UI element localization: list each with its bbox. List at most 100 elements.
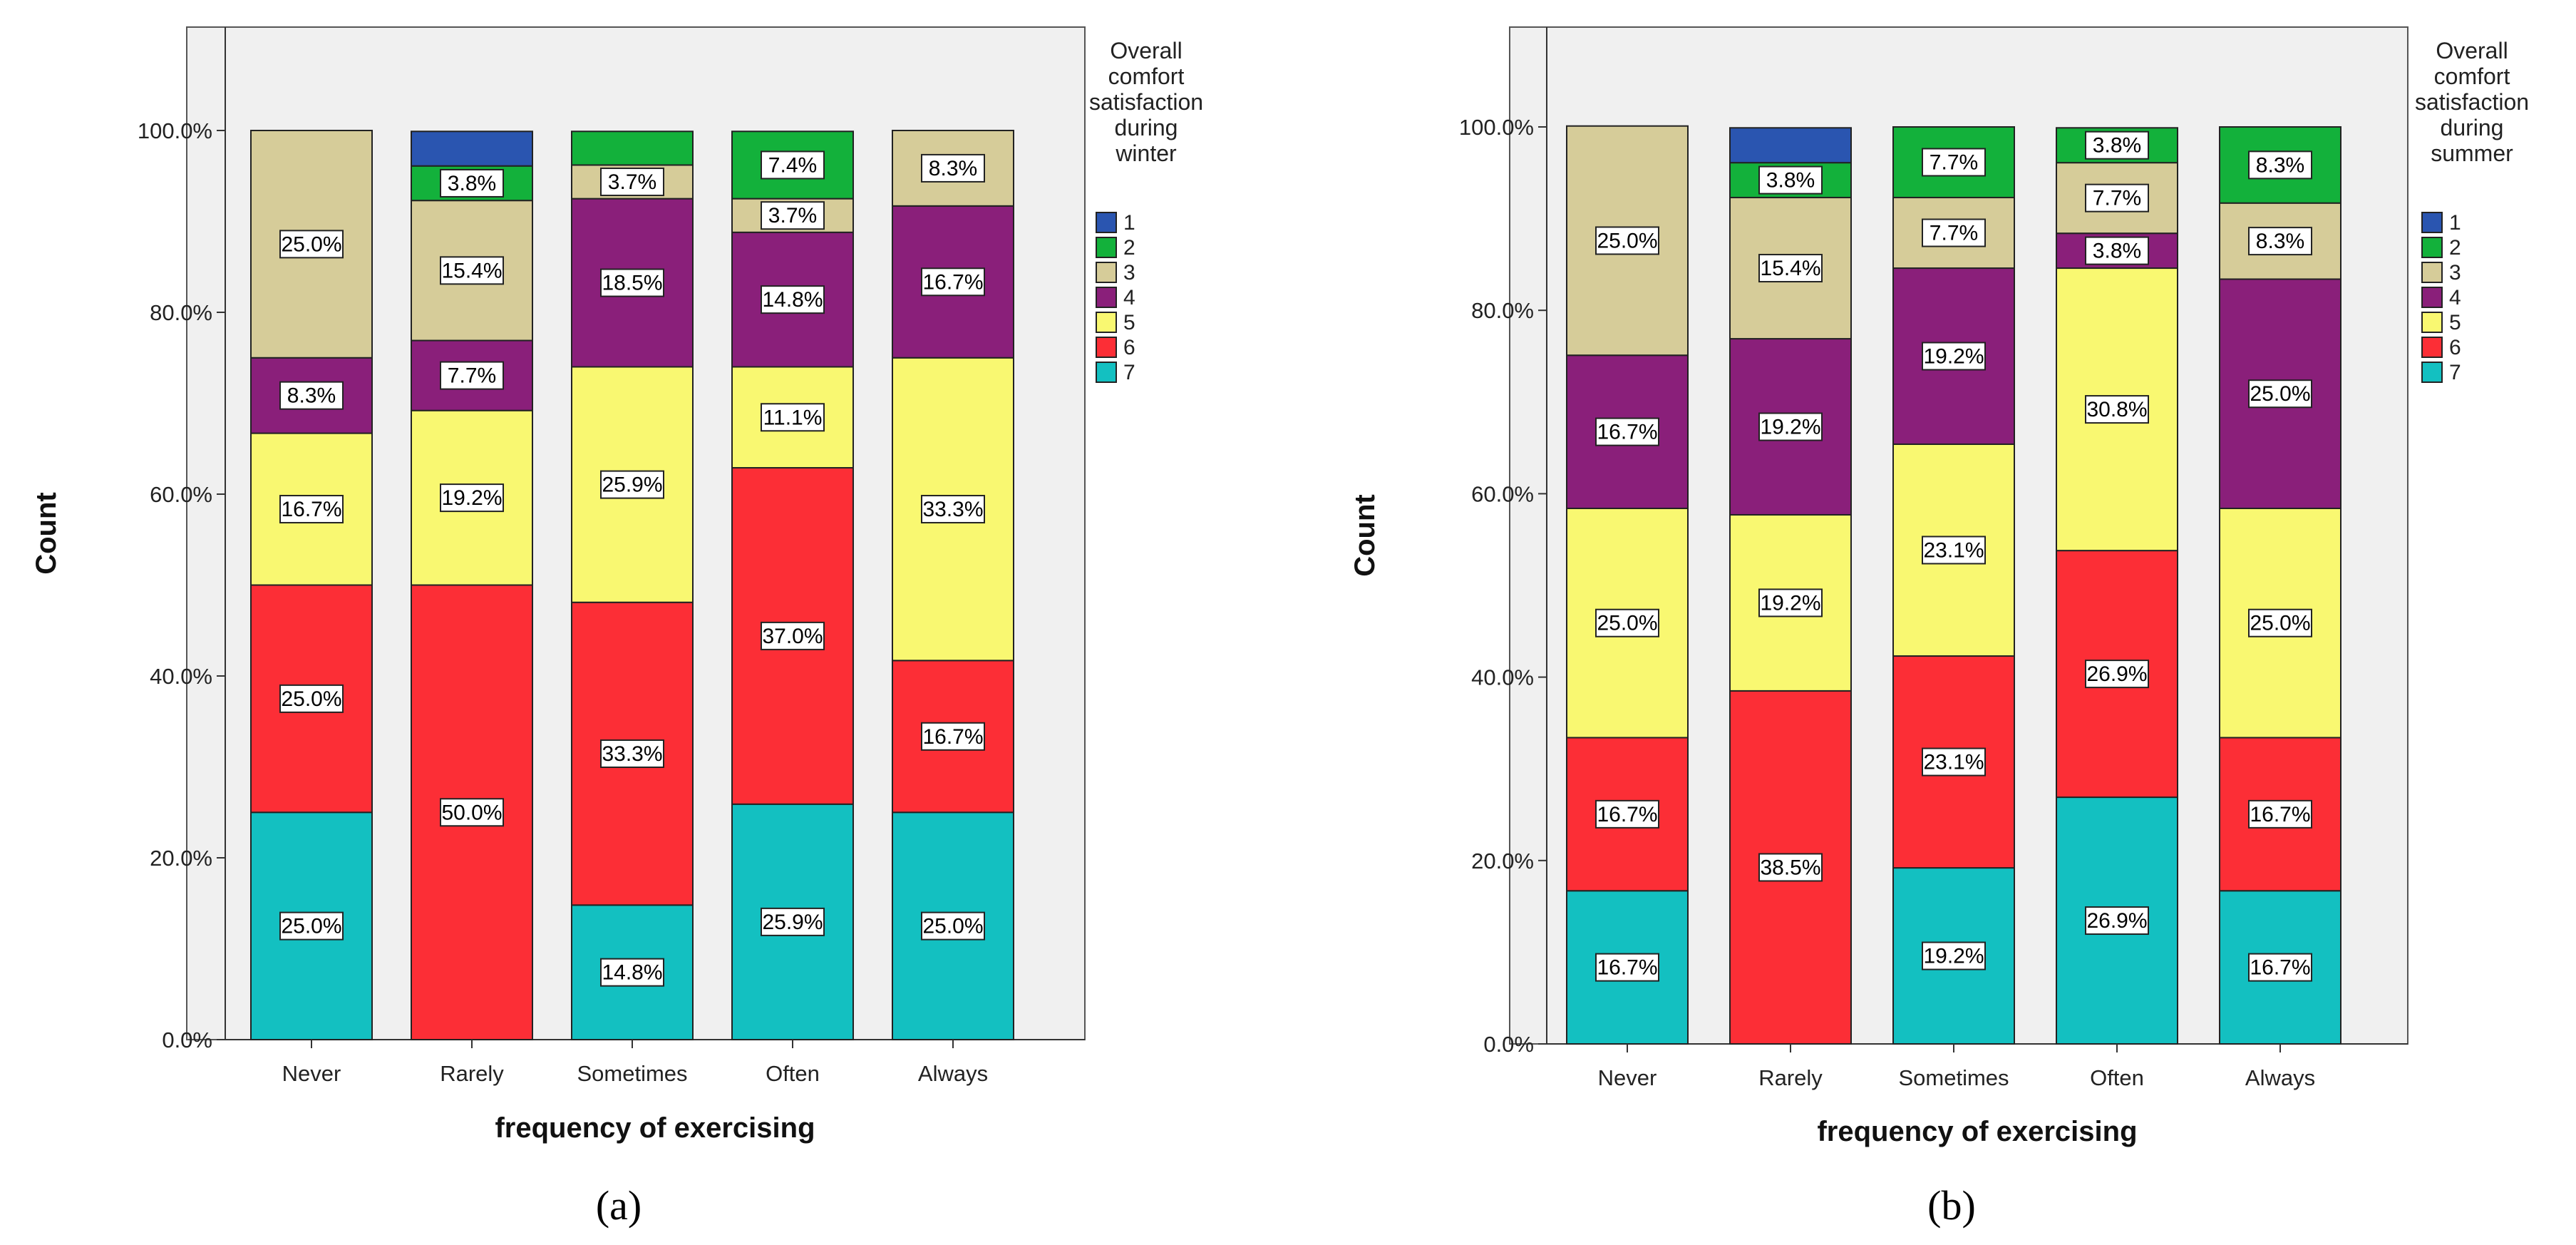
y-tick-label-a: 0.0% <box>162 1028 212 1052</box>
legend-swatch-b-1 <box>2421 212 2443 233</box>
data-label-a-sometimes-7: 14.8% <box>602 961 662 985</box>
y-axis-title-b: Count <box>1349 494 1381 577</box>
x-tick-label-a-often: Often <box>766 1061 820 1086</box>
data-label-a-often-4: 14.8% <box>762 288 823 312</box>
legend-title-b: summer <box>2431 140 2513 166</box>
data-label-a-never-5: 16.7% <box>281 498 341 521</box>
legend-title-a: satisfaction <box>1089 89 1203 115</box>
legend-label-b-1: 1 <box>2449 211 2461 235</box>
data-label-box-b <box>1758 254 1823 283</box>
data-label-b-always-7: 16.7% <box>2250 956 2310 980</box>
data-label-a-often-6: 37.0% <box>762 625 823 648</box>
bar-segment-a-often-6 <box>731 467 854 805</box>
x-tick-label-a-always: Always <box>918 1061 988 1086</box>
data-label-b-always-2: 8.3% <box>2256 153 2304 177</box>
legend-swatch-a-7 <box>1096 362 1117 383</box>
data-label-b-sometimes-6: 23.1% <box>1923 751 1984 774</box>
data-label-box-a <box>440 256 504 285</box>
data-label-box-b <box>1758 588 1823 618</box>
legend-label-b-2: 2 <box>2449 236 2461 260</box>
data-label-box-a <box>279 911 344 941</box>
data-label-box-a <box>279 230 344 259</box>
data-label-box-a <box>761 403 825 432</box>
data-label-box-a <box>600 168 664 197</box>
data-label-box-b <box>2085 183 2149 212</box>
legend-label-a-4: 4 <box>1123 286 1135 309</box>
x-tick-label-b-sometimes: Sometimes <box>1898 1065 2009 1090</box>
panel-caption-b: (b) <box>1927 1182 1976 1229</box>
data-label-box-b <box>1922 747 1986 777</box>
data-label-b-sometimes-2: 7.7% <box>1930 151 1978 175</box>
legend-swatch-a-4 <box>1096 287 1117 308</box>
data-label-box-a <box>600 739 664 769</box>
data-label-box-b <box>1758 412 1823 441</box>
y-tick-label-a: 20.0% <box>150 846 212 871</box>
data-label-box-a <box>761 150 825 180</box>
legend-swatch-a-3 <box>1096 262 1117 283</box>
data-label-a-rarely-3: 15.4% <box>441 259 502 282</box>
legend-label-a-6: 6 <box>1123 336 1135 359</box>
data-label-a-sometimes-3: 3.7% <box>608 170 656 194</box>
data-label-box-a <box>761 201 825 230</box>
legend-title-a: during <box>1115 115 1178 140</box>
data-label-box-a <box>440 168 504 198</box>
data-label-box-a <box>761 621 825 650</box>
data-label-a-rarely-5: 19.2% <box>441 486 502 510</box>
data-label-a-often-5: 11.1% <box>763 406 823 429</box>
data-label-box-b <box>2085 906 2149 936</box>
data-label-box-b <box>2085 236 2149 265</box>
data-label-box-b <box>1922 148 1986 177</box>
legend-swatch-b-3 <box>2421 262 2443 283</box>
x-tick-label-a-sometimes: Sometimes <box>577 1061 687 1086</box>
data-label-box-b <box>1595 226 1659 255</box>
y-tick-label-a: 100.0% <box>138 118 212 143</box>
data-label-b-never-6: 16.7% <box>1597 803 1657 826</box>
data-label-box-a <box>279 381 344 410</box>
data-label-a-always-4: 16.7% <box>922 270 983 294</box>
data-label-box-b <box>2248 799 2312 829</box>
legend-title-a: comfort <box>1108 63 1185 89</box>
data-label-a-rarely-4: 7.7% <box>448 364 496 388</box>
data-label-a-always-3: 8.3% <box>929 157 977 180</box>
data-label-b-always-5: 25.0% <box>2250 612 2310 635</box>
data-label-b-often-2: 3.8% <box>2093 134 2141 158</box>
data-label-box-b <box>2248 608 2312 637</box>
legend-label-a-5: 5 <box>1123 311 1135 334</box>
legend-title-b: during <box>2441 115 2504 140</box>
x-tick-label-b-rarely: Rarely <box>1758 1065 1823 1090</box>
y-tick-label-b: 0.0% <box>1483 1032 1534 1057</box>
data-label-b-sometimes-3: 7.7% <box>1930 222 1978 245</box>
legend-title-b: satisfaction <box>2415 89 2529 115</box>
data-label-box-a <box>600 470 664 499</box>
data-label-box-b <box>1595 417 1659 446</box>
data-label-b-often-4: 3.8% <box>2093 240 2141 263</box>
legend-label-b-5: 5 <box>2449 311 2461 334</box>
data-label-b-rarely-3: 15.4% <box>1760 257 1820 280</box>
data-label-b-sometimes-7: 19.2% <box>1923 945 1984 968</box>
legend-swatch-b-5 <box>2421 312 2443 333</box>
data-label-a-often-3: 3.7% <box>768 204 817 227</box>
data-label-b-always-4: 25.0% <box>2250 382 2310 406</box>
data-label-box-a <box>279 495 344 524</box>
data-label-a-always-7: 25.0% <box>922 915 983 938</box>
data-label-box-b <box>1758 853 1823 882</box>
legend-title-a: winter <box>1115 140 1177 166</box>
bar-segment-b-rarely-1 <box>1729 127 1852 164</box>
data-label-box-a <box>440 483 504 513</box>
data-label-box-a <box>921 267 985 297</box>
data-label-box-b <box>2248 379 2312 409</box>
legend-label-b-3: 3 <box>2449 261 2461 285</box>
data-label-a-often-7: 25.9% <box>762 911 823 934</box>
data-label-b-always-3: 8.3% <box>2256 230 2304 253</box>
data-label-box-b <box>2248 953 2312 982</box>
y-tick-label-b: 60.0% <box>1471 481 1534 506</box>
y-tick-label-b: 80.0% <box>1471 298 1534 323</box>
legend-swatch-a-2 <box>1096 237 1117 258</box>
data-label-b-often-6: 26.9% <box>2086 662 2147 686</box>
legend-label-a-1: 1 <box>1123 211 1135 235</box>
data-label-box-b <box>1595 799 1659 829</box>
y-tick-label-a: 60.0% <box>150 482 212 507</box>
y-tick-label-b: 100.0% <box>1459 115 1534 140</box>
data-label-box-a <box>761 907 825 936</box>
